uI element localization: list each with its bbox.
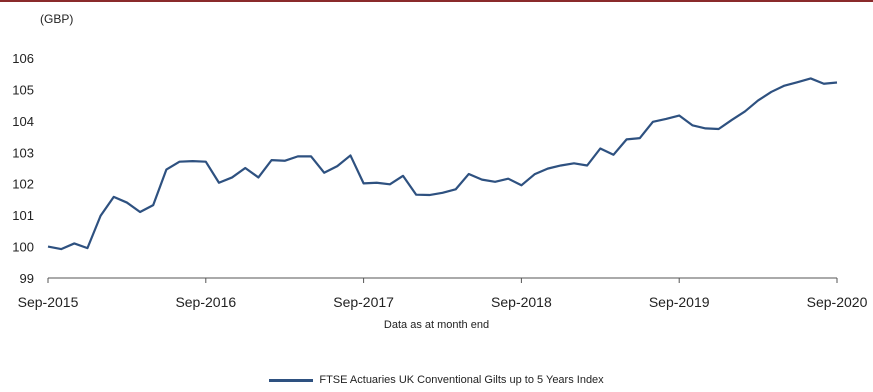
x-tick-label: Sep-2016	[175, 294, 236, 310]
y-tick-label: 105	[12, 82, 34, 97]
top-rule	[0, 0, 873, 2]
legend-label: FTSE Actuaries UK Conventional Gilts up …	[319, 374, 604, 386]
y-tick-label: 104	[12, 114, 34, 129]
x-tick-label: Sep-2019	[649, 294, 710, 310]
series-line	[47, 77, 838, 251]
chart-note: Data as at month end	[383, 319, 490, 331]
y-tick-label: 101	[12, 208, 34, 223]
x-tick-label: Sep-2017	[333, 294, 394, 310]
y-tick-label: 103	[12, 145, 34, 160]
y-tick-label: 100	[12, 240, 34, 255]
x-tick-label: Sep-2018	[491, 294, 552, 310]
x-tick-label: Sep-2020	[807, 294, 868, 310]
legend-swatch	[269, 378, 314, 382]
legend: FTSE Actuaries UK Conventional Gilts up …	[0, 374, 873, 386]
line-chart: 99 100 101 102 103 104 105 106 Sep-2015 Sep-2016 S…	[12, 51, 868, 310]
y-axis-unit-label: (GBP)	[40, 12, 74, 26]
y-tick-label: 102	[12, 177, 34, 192]
y-tick-label: 99	[20, 271, 34, 286]
x-tick-label: Sep-2015	[18, 294, 79, 310]
y-tick-label: 106	[12, 51, 34, 66]
